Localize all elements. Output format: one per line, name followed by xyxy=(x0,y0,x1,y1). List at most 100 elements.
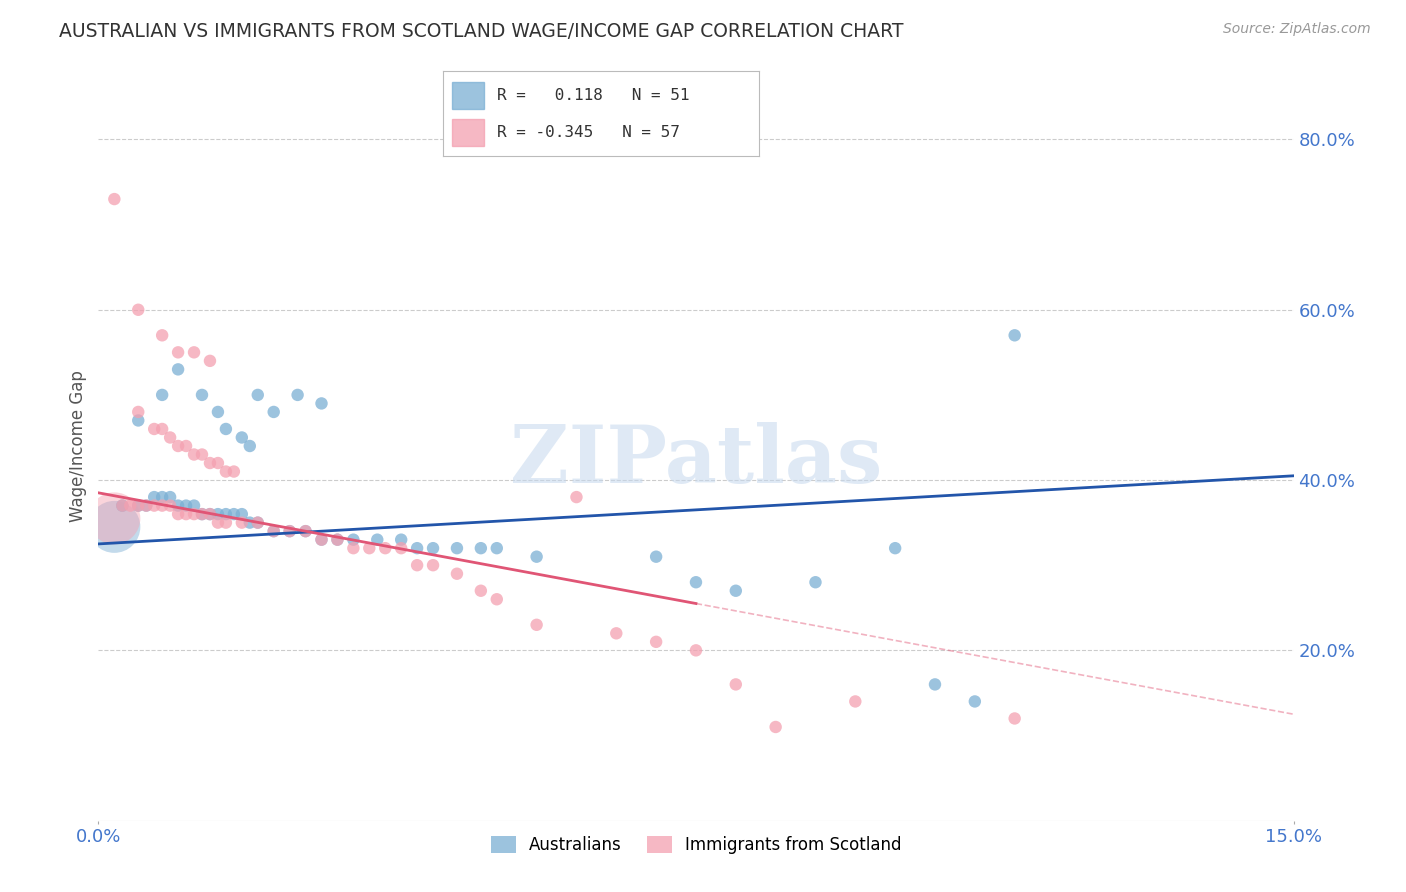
Point xyxy=(246,516,269,530)
Point xyxy=(311,533,333,547)
Point xyxy=(207,456,229,470)
Point xyxy=(724,677,747,691)
Point xyxy=(174,507,197,521)
Point xyxy=(215,422,238,436)
Point xyxy=(246,516,269,530)
Point xyxy=(198,507,221,521)
Point xyxy=(191,507,214,521)
Point xyxy=(278,524,301,538)
Point xyxy=(804,575,827,590)
Point xyxy=(150,490,173,504)
Point xyxy=(111,499,134,513)
Point xyxy=(159,499,181,513)
Point xyxy=(565,490,588,504)
Point xyxy=(127,499,149,513)
Point xyxy=(485,541,508,556)
Point xyxy=(1004,328,1026,343)
Point xyxy=(215,507,238,521)
Point xyxy=(222,507,245,521)
Point xyxy=(103,520,125,534)
Point xyxy=(239,516,262,530)
Y-axis label: Wage/Income Gap: Wage/Income Gap xyxy=(69,370,87,522)
Point xyxy=(174,439,197,453)
Point xyxy=(645,549,668,564)
Point xyxy=(183,507,205,521)
Point xyxy=(406,541,429,556)
Point xyxy=(470,541,492,556)
Point xyxy=(1004,711,1026,725)
Point xyxy=(605,626,627,640)
Point xyxy=(143,422,166,436)
Point xyxy=(263,405,285,419)
Point xyxy=(342,541,364,556)
Point xyxy=(263,524,285,538)
Bar xyxy=(453,82,484,110)
Point xyxy=(526,617,548,632)
Point xyxy=(406,558,429,573)
Point xyxy=(127,405,149,419)
Point xyxy=(207,516,229,530)
Point xyxy=(150,388,173,402)
Point xyxy=(294,524,316,538)
Point xyxy=(198,456,221,470)
Point xyxy=(342,533,364,547)
Point xyxy=(127,499,149,513)
Point xyxy=(103,511,125,525)
Text: R =   0.118   N = 51: R = 0.118 N = 51 xyxy=(496,88,689,103)
Point xyxy=(183,345,205,359)
Point xyxy=(120,499,142,513)
Point xyxy=(198,507,221,521)
Point xyxy=(685,643,707,657)
Point xyxy=(765,720,787,734)
Point xyxy=(143,499,166,513)
Point xyxy=(167,439,190,453)
Point xyxy=(485,592,508,607)
Point xyxy=(326,533,349,547)
Point xyxy=(191,388,214,402)
Point xyxy=(645,635,668,649)
Point xyxy=(446,566,468,581)
Point xyxy=(167,499,190,513)
Point xyxy=(366,533,388,547)
Point xyxy=(143,490,166,504)
Point xyxy=(191,507,214,521)
Text: R = -0.345   N = 57: R = -0.345 N = 57 xyxy=(496,125,679,140)
Point xyxy=(311,533,333,547)
Point xyxy=(263,524,285,538)
Point xyxy=(135,499,157,513)
Point xyxy=(239,439,262,453)
Point xyxy=(111,499,134,513)
Point xyxy=(150,499,173,513)
Point xyxy=(127,302,149,317)
Point xyxy=(198,354,221,368)
Point xyxy=(135,499,157,513)
Point xyxy=(389,541,412,556)
Point xyxy=(470,583,492,598)
Point xyxy=(207,507,229,521)
Point xyxy=(222,465,245,479)
Point xyxy=(389,533,412,547)
Point xyxy=(311,396,333,410)
Point xyxy=(159,490,181,504)
Point xyxy=(278,524,301,538)
Point xyxy=(963,694,986,708)
Point xyxy=(422,541,444,556)
Point xyxy=(326,533,349,547)
Point xyxy=(167,345,190,359)
Point xyxy=(685,575,707,590)
Point xyxy=(167,507,190,521)
Point xyxy=(174,499,197,513)
Point xyxy=(844,694,866,708)
Point xyxy=(231,516,253,530)
Point xyxy=(884,541,907,556)
Point xyxy=(150,422,173,436)
Point xyxy=(294,524,316,538)
Text: Source: ZipAtlas.com: Source: ZipAtlas.com xyxy=(1223,22,1371,37)
Point xyxy=(150,328,173,343)
Point xyxy=(724,583,747,598)
Point xyxy=(215,465,238,479)
Bar xyxy=(453,119,484,146)
Point xyxy=(526,549,548,564)
Point xyxy=(167,362,190,376)
Legend: Australians, Immigrants from Scotland: Australians, Immigrants from Scotland xyxy=(484,830,908,861)
